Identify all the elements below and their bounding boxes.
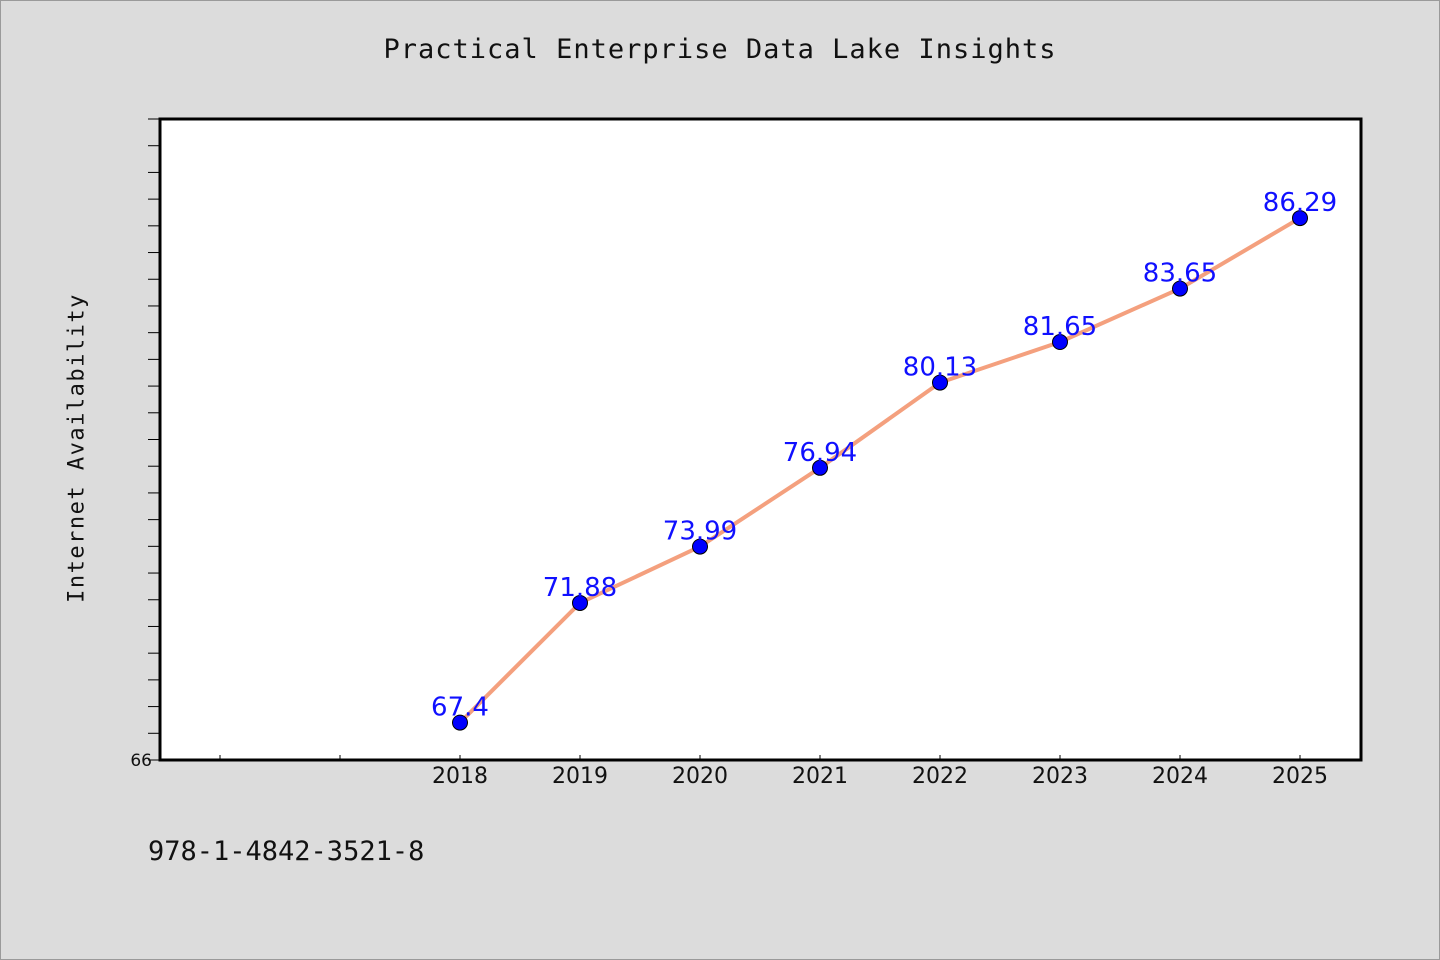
x-tick-label: 2024 (1152, 764, 1208, 789)
series-line (458, 216, 1302, 725)
data-label: 81.65 (1023, 312, 1097, 342)
isbn-text: 978-1-4842-3521-8 (148, 836, 425, 867)
chart-title: Practical Enterprise Data Lake Insights (383, 34, 1057, 65)
x-axis-ticks: 2018 2019 2020 2021 2022 2023 2024 2025 (219, 755, 1328, 789)
x-tick-label: 2021 (792, 764, 848, 789)
data-point (692, 538, 708, 555)
x-tick-label: 2018 (432, 764, 488, 789)
plot-area (158, 117, 1363, 762)
series-line-group (458, 216, 1302, 725)
data-labels: 67.4 71.88 73.99 76.94 80.13 81.65 83.65 86.29 (431, 188, 1337, 723)
data-label: 67.4 (431, 693, 489, 723)
data-point (1052, 334, 1068, 351)
x-tick-label: 2025 (1272, 764, 1328, 789)
data-label: 71.88 (543, 573, 617, 603)
data-label: 83.65 (1143, 259, 1217, 289)
data-points (452, 210, 1308, 731)
data-label: 80.13 (903, 353, 977, 383)
y-axis-ticks: 66 (130, 118, 160, 771)
data-point (932, 374, 948, 391)
data-point (1292, 210, 1308, 227)
data-point (1172, 280, 1188, 297)
data-point (572, 594, 588, 611)
x-tick-label: 2022 (912, 764, 968, 789)
x-tick-label: 2019 (552, 764, 608, 789)
data-label: 86.29 (1263, 188, 1337, 218)
y-tick-label: 66 (130, 751, 152, 771)
data-point (812, 459, 828, 476)
data-label: 73.99 (663, 517, 737, 547)
data-label: 76.94 (783, 438, 857, 468)
x-tick-label: 2023 (1032, 764, 1088, 789)
x-tick-label: 2020 (672, 764, 728, 789)
data-point (452, 714, 468, 731)
